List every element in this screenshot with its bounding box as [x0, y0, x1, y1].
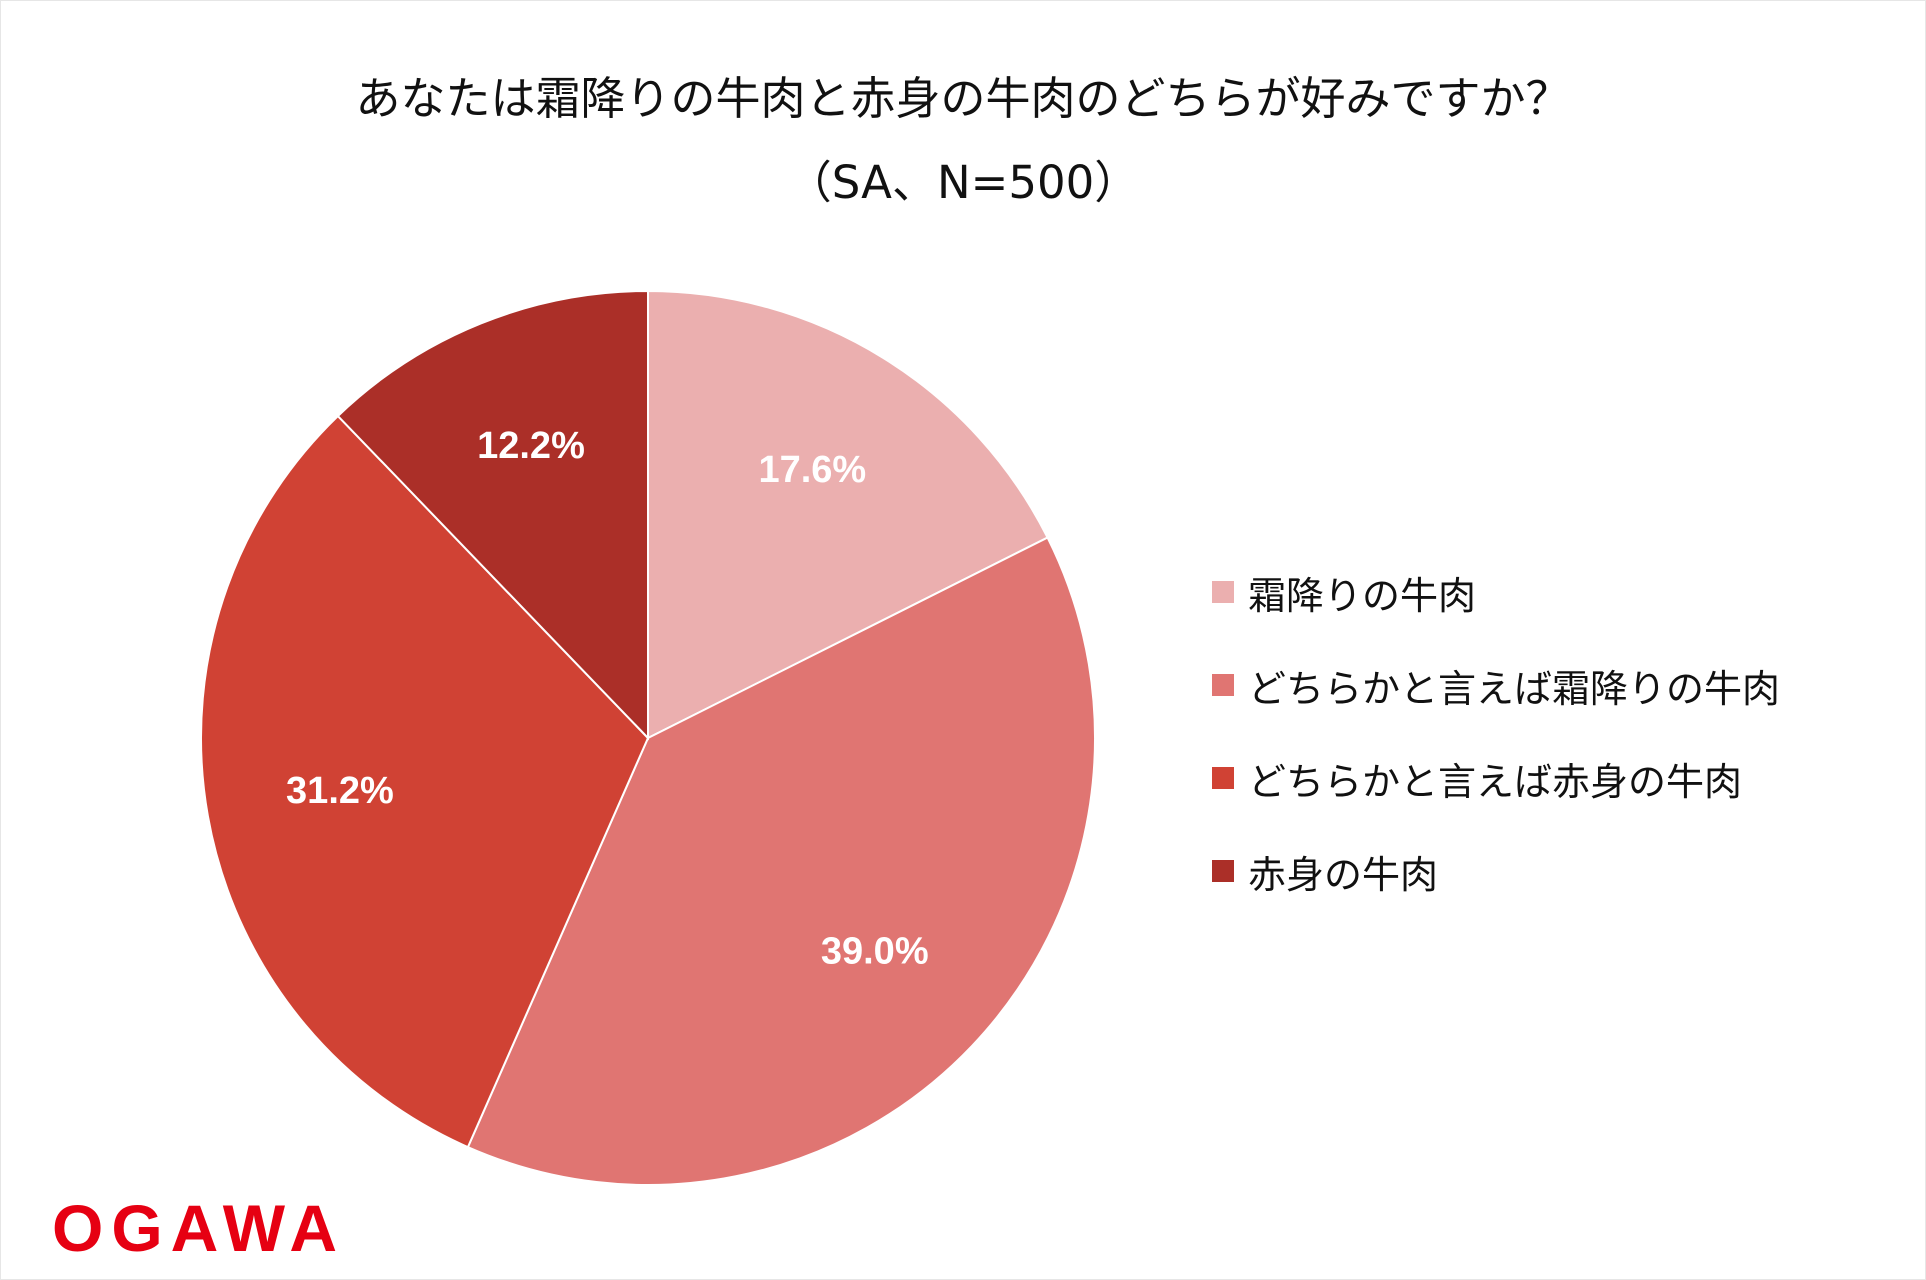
slice-value-label: 12.2%: [477, 425, 585, 467]
legend-item: どちらかと言えば赤身の牛肉: [1212, 754, 1780, 804]
pie-slice: [647, 289, 1049, 740]
legend-item: どちらかと言えば霜降りの牛肉: [1212, 661, 1780, 711]
legend-swatch: [1212, 674, 1234, 696]
legend-label: どちらかと言えば赤身の牛肉: [1248, 759, 1743, 804]
slice-value-label: 39.0%: [821, 931, 929, 973]
slice-value-label: 17.6%: [758, 449, 866, 491]
slice-value-label: 31.2%: [286, 770, 394, 812]
legend-item: 赤身の牛肉: [1212, 847, 1780, 897]
pie-slice: [336, 289, 649, 741]
chart-title: あなたは霜降りの牛肉と赤身の牛肉のどちらが好みですか？: [355, 72, 1571, 125]
pie-slice: [466, 536, 1097, 1186]
legend-label: 赤身の牛肉: [1248, 852, 1439, 897]
legend-item: 霜降りの牛肉: [1212, 568, 1780, 618]
legend-swatch: [1212, 860, 1234, 882]
legend-label: どちらかと言えば霜降りの牛肉: [1248, 666, 1781, 711]
legend-label: 霜降りの牛肉: [1248, 573, 1477, 618]
chart-subtitle: （SA、N=500）: [786, 156, 1140, 209]
legend-swatch: [1212, 581, 1234, 603]
legend-swatch: [1212, 767, 1234, 789]
chart-legend: 霜降りの牛肉どちらかと言えば霜降りの牛肉 どちらかと言えば赤身の牛肉 赤身の牛肉: [1212, 568, 1780, 940]
pie-slice: [200, 414, 650, 1149]
ogawa-logo: OGAWA: [52, 1193, 345, 1265]
svg-text:OGAWA: OGAWA: [52, 1193, 345, 1265]
